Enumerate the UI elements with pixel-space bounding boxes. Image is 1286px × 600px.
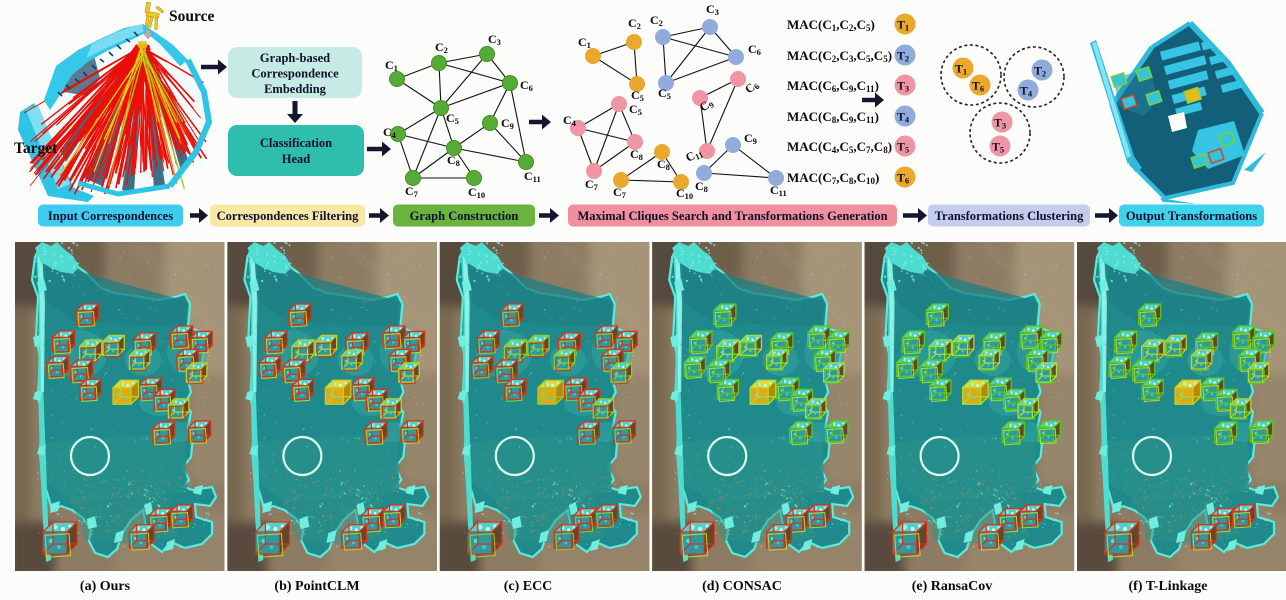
svg-text:MAC(C8,C9,C11): MAC(C8,C9,C11) xyxy=(787,109,879,125)
svg-text:Maximal Cliques Search and Tra: Maximal Cliques Search and Transformatio… xyxy=(577,209,887,223)
svg-text:Head: Head xyxy=(282,152,311,166)
svg-text:Input Correspondences: Input Correspondences xyxy=(48,209,173,223)
svg-text:MAC(C7,C8,C10): MAC(C7,C8,C10) xyxy=(787,170,879,186)
svg-text:Embedding: Embedding xyxy=(264,82,327,96)
svg-text:Correspondences Filtering: Correspondences Filtering xyxy=(217,209,360,223)
svg-text:Graph-based: Graph-based xyxy=(260,51,330,65)
svg-text:Correspondence: Correspondence xyxy=(251,67,339,81)
svg-text:C11: C11 xyxy=(683,145,705,166)
svg-text:MAC(C2,C3,C5,C5): MAC(C2,C3,C5,C5) xyxy=(787,48,892,64)
svg-text:(a) Ours: (a) Ours xyxy=(80,579,131,594)
svg-text:Classification: Classification xyxy=(260,136,332,150)
svg-text:(d) CONSAC: (d) CONSAC xyxy=(702,579,782,594)
svg-text:Source: Source xyxy=(169,8,214,25)
svg-text:Transformations Clustering: Transformations Clustering xyxy=(935,209,1084,223)
svg-text:Output Transformations: Output Transformations xyxy=(1126,209,1257,223)
svg-text:Graph Construction: Graph Construction xyxy=(410,209,519,223)
svg-text:Target: Target xyxy=(14,140,58,157)
svg-text:(c) ECC: (c) ECC xyxy=(504,579,553,594)
svg-text:(e) RansaCov: (e) RansaCov xyxy=(912,579,993,594)
svg-text:(f) T-Linkage: (f) T-Linkage xyxy=(1129,579,1208,594)
svg-text:(b) PointCLM: (b) PointCLM xyxy=(274,579,359,594)
svg-text:MAC(C4,C5,C7,C8): MAC(C4,C5,C7,C8) xyxy=(787,139,892,155)
svg-text:MAC(C6,C9,C11): MAC(C6,C9,C11) xyxy=(787,78,879,94)
svg-text:MAC(C1,C2,C5): MAC(C1,C2,C5) xyxy=(787,17,875,33)
